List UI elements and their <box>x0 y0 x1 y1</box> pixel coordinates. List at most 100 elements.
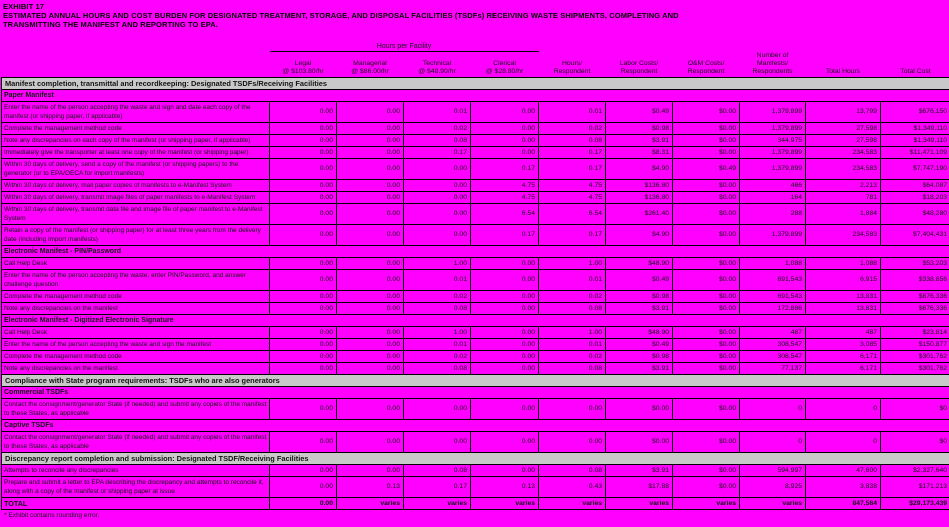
cell-clerical-rate: 4.75 <box>469 190 540 204</box>
cell-hours-per-respondent: 0.43 <box>538 475 607 498</box>
rounding-error-footnote: * Exhibit contains rounding error. <box>4 511 100 519</box>
table-row: Call Help Desk 0.00 0.00 1.00 0.00 1.00 $48.90… <box>1 256 949 270</box>
exhibit-number: EXHIBIT 17 <box>3 2 45 11</box>
cell-technical-rate: 0.02 <box>403 349 471 363</box>
cell-legal-rate: 0.00 <box>269 337 337 351</box>
cell-technical-rate: 0.01 <box>403 337 471 351</box>
activity-label: Complete the management method code <box>1 121 270 135</box>
column-header-legal-rate: Legal @ $103.80/hr <box>282 59 324 75</box>
cell-technical-rate: 0.01 <box>403 268 471 291</box>
cell-om-costs-per-respondent: $0.00 <box>672 325 741 339</box>
cell-technical-rate: 0.08 <box>403 133 471 147</box>
sub-row: Commercial TSDFs <box>0 385 949 399</box>
sub-row: Electronic Manifest - Digitized Electron… <box>0 313 949 327</box>
subsection-label: Electronic Manifest - PIN/Password <box>0 244 949 258</box>
cell-number-of-manifests: 77,137 <box>739 361 807 375</box>
cell-legal-rate: 0.00 <box>269 349 337 363</box>
activity-label: Enter the name of the person accepting t… <box>1 337 270 351</box>
cell-total-cost: $171,213 <box>880 475 949 498</box>
cell-hours-per-respondent: 0.17 <box>538 145 607 159</box>
cell-labor-costs-per-respondent: $261.40 <box>605 202 674 225</box>
cell-labor-costs-per-respondent: $0.49 <box>605 337 674 351</box>
table-row: Contact the consignment/generator State … <box>1 430 949 453</box>
cell-managerial-rate: 0.00 <box>336 121 404 135</box>
cell-clerical-rate: 0.00 <box>469 289 540 303</box>
cell-managerial-rate: 0.00 <box>336 100 404 123</box>
cell-technical-rate: 0.00 <box>403 430 471 453</box>
cell-managerial-rate: 0.00 <box>336 430 404 453</box>
cell-labor-costs-per-respondent: $0.98 <box>605 289 674 303</box>
cell-technical-rate: 0.00 <box>403 202 471 225</box>
cell-om-costs-per-respondent: $0.00 <box>672 100 741 123</box>
activity-label: Attempts to reconcile any discrepancies <box>1 463 270 477</box>
table-row: Contact the consignment/generator State … <box>1 397 949 420</box>
cell-technical-rate: 0.01 <box>403 100 471 123</box>
cell-om-costs-per-respondent: $0.00 <box>672 397 741 420</box>
activity-label: Call Help Desk <box>1 325 270 339</box>
cell-total-hours: 234,583 <box>805 157 882 180</box>
cell-hours-per-respondent: 6.54 <box>538 202 607 225</box>
cell-number-of-manifests: 691,543 <box>739 289 807 303</box>
activity-label: Within 30 days of delivery, transmit dat… <box>1 202 270 225</box>
cell-technical-rate: 0.00 <box>403 397 471 420</box>
cell-legal-rate: 0.00 <box>269 268 337 291</box>
cell-managerial-rate: 0.00 <box>336 289 404 303</box>
table-row: Note any discrepancies on each copy of t… <box>1 133 949 147</box>
sub-row: Captive TSDFs <box>0 418 949 432</box>
cell-total-hours: 13,799 <box>805 100 882 123</box>
cell-hours-per-respondent: 4.75 <box>538 190 607 204</box>
cell-legal-rate: 0.00 <box>269 223 337 246</box>
cell-number-of-manifests: 594,997 <box>739 463 807 477</box>
cell-total-hours: 2,213 <box>805 178 882 192</box>
exhibit-title-block: EXHIBIT 17 ESTIMATED ANNUAL HOURS AND CO… <box>0 0 949 29</box>
cell-managerial-rate: 0.00 <box>336 349 404 363</box>
cell-hours-per-respondent: 0.01 <box>538 268 607 291</box>
cell-number-of-manifests: 0 <box>739 397 807 420</box>
cell-legal-rate: 0.00 <box>269 121 337 135</box>
cell-total-cost: $2,327,640 <box>880 463 949 477</box>
cell-technical-rate: 1.00 <box>403 256 471 270</box>
cell-om-costs-per-respondent: $0.00 <box>672 361 741 375</box>
header-columns-row: Legal @ $103.80/hr Managerial @ $86.00/hr Te… <box>2 52 949 78</box>
cell-om-costs-per-respondent: $0.00 <box>672 202 741 225</box>
cell-total-cost: $676,336 <box>880 301 949 315</box>
cell-total-cost: $48,280 <box>880 202 949 225</box>
cell-labor-costs-per-respondent: varies <box>605 496 674 510</box>
activity-label: Contact the consignment/generator State … <box>1 397 270 420</box>
cell-legal-rate: 0.00 <box>269 133 337 147</box>
activity-label: Note any discrepancies on each copy of t… <box>1 133 270 147</box>
cell-hours-per-respondent: 0.08 <box>538 463 607 477</box>
cell-technical-rate: 0.17 <box>403 475 471 498</box>
section-header-label: Manifest completion, transmittal and rec… <box>0 76 949 90</box>
column-header-clerical-rate: Clerical @ $28.80/hr <box>485 59 524 75</box>
activity-label: Retain a copy of the manifest (or shippi… <box>1 223 270 246</box>
cell-om-costs-per-respondent: $0.00 <box>672 289 741 303</box>
cell-managerial-rate: 0.00 <box>336 157 404 180</box>
cell-technical-rate: 0.17 <box>403 145 471 159</box>
cell-total-hours: 6,915 <box>805 268 882 291</box>
burden-table-header: Hours per Facility Legal @ $103.80/hr Manag… <box>2 43 949 77</box>
cell-technical-rate: 0.02 <box>403 289 471 303</box>
cell-labor-costs-per-respondent: $17.88 <box>605 475 674 498</box>
cell-total-cost: $1,349,110 <box>880 121 949 135</box>
cell-managerial-rate: 0.00 <box>336 190 404 204</box>
cell-legal-rate: 0.00 <box>269 496 337 510</box>
cell-clerical-rate: 0.17 <box>469 223 540 246</box>
table-row: Complete the management method code 0.00 0… <box>1 289 949 303</box>
cell-labor-costs-per-respondent: $4.90 <box>605 223 674 246</box>
cell-om-costs-per-respondent: $0.00 <box>672 475 741 498</box>
cell-number-of-manifests: 164 <box>739 190 807 204</box>
column-header-activity <box>2 52 270 78</box>
column-header-hours-per-respondent: Hours/Respondent <box>553 59 591 75</box>
subsection-label: Captive TSDFs <box>0 418 949 432</box>
cell-total-cost: $7,404,431 <box>880 223 949 246</box>
cell-legal-rate: 0.00 <box>269 145 337 159</box>
burden-table-body: Manifest completion, transmittal and rec… <box>0 76 949 510</box>
cell-total-hours: 3,085 <box>805 337 882 351</box>
cell-legal-rate: 0.00 <box>269 256 337 270</box>
table-row: Enter the name of the person accepting t… <box>1 100 949 123</box>
cell-total-cost: $29,173,439 <box>880 496 949 510</box>
cell-om-costs-per-respondent: $0.00 <box>672 301 741 315</box>
cell-labor-costs-per-respondent: $0.98 <box>605 349 674 363</box>
table-row: Attempts to reconcile any discrepancies 0… <box>1 463 949 477</box>
